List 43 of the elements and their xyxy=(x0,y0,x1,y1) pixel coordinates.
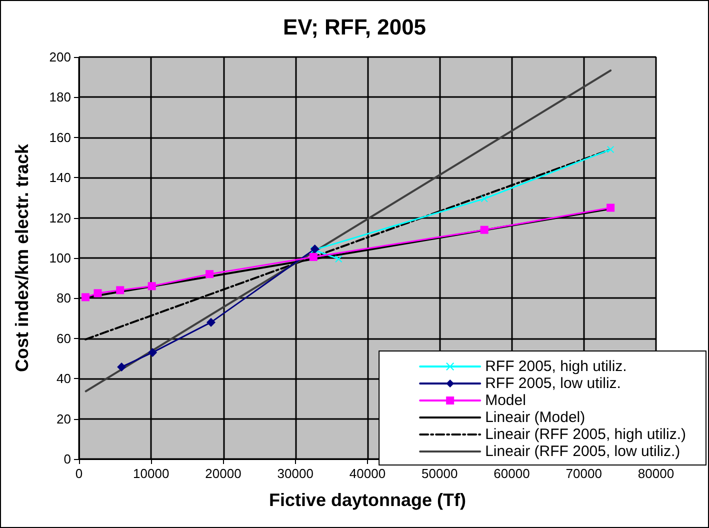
point xyxy=(116,286,124,294)
y-tick-label: 120 xyxy=(49,210,71,226)
y-tick-label: 100 xyxy=(49,250,71,266)
x-tick-label: 10000 xyxy=(133,466,170,481)
x-tick-label: 50000 xyxy=(422,466,458,481)
point xyxy=(206,318,216,327)
chart-title: EV; RFF, 2005 xyxy=(282,14,426,40)
point xyxy=(94,289,102,298)
point xyxy=(206,270,214,278)
legend-label: Lineair (Model) xyxy=(485,409,586,426)
point xyxy=(148,348,158,357)
point xyxy=(480,226,488,234)
y-axis-title: Cost index/km electr. track xyxy=(12,142,32,372)
x-tick-label: 80000 xyxy=(638,466,674,481)
y-tick-label: 160 xyxy=(49,130,71,145)
point xyxy=(309,252,318,261)
x-tick-label: 0 xyxy=(75,466,83,481)
point xyxy=(81,293,90,302)
legend-label: Lineair (RFF 2005, high utiliz.) xyxy=(485,426,686,443)
x-tick-label: 30000 xyxy=(277,466,314,481)
point xyxy=(117,362,126,372)
point xyxy=(335,256,342,263)
x-tick-label: 20000 xyxy=(205,466,242,481)
y-tick-label: 180 xyxy=(49,90,71,105)
y-tick-label: 20 xyxy=(56,411,71,426)
point xyxy=(607,146,614,153)
x-tick-label: 40000 xyxy=(349,466,386,481)
y-tick-label: 80 xyxy=(56,290,71,306)
x-tick-label: 70000 xyxy=(566,466,602,481)
y-tick-label: 60 xyxy=(56,330,71,346)
y-tick-label: 140 xyxy=(49,170,71,186)
legend-label: RFF 2005, high utiliz. xyxy=(485,358,627,375)
y-tick-label: 40 xyxy=(56,371,71,386)
point xyxy=(606,204,615,212)
legend-label: Lineair (RFF 2005, low utiliz.) xyxy=(485,443,680,460)
point xyxy=(148,282,156,290)
x-tick-label: 60000 xyxy=(494,466,530,481)
x-axis-title: Fictive daytonnage (Tf) xyxy=(268,490,466,510)
point xyxy=(480,195,488,202)
y-tick-label: 200 xyxy=(49,50,71,64)
y-tick-label: 0 xyxy=(64,452,71,466)
legend-label: Model xyxy=(485,392,526,409)
legend-label: RFF 2005, low utiliz. xyxy=(485,375,621,392)
